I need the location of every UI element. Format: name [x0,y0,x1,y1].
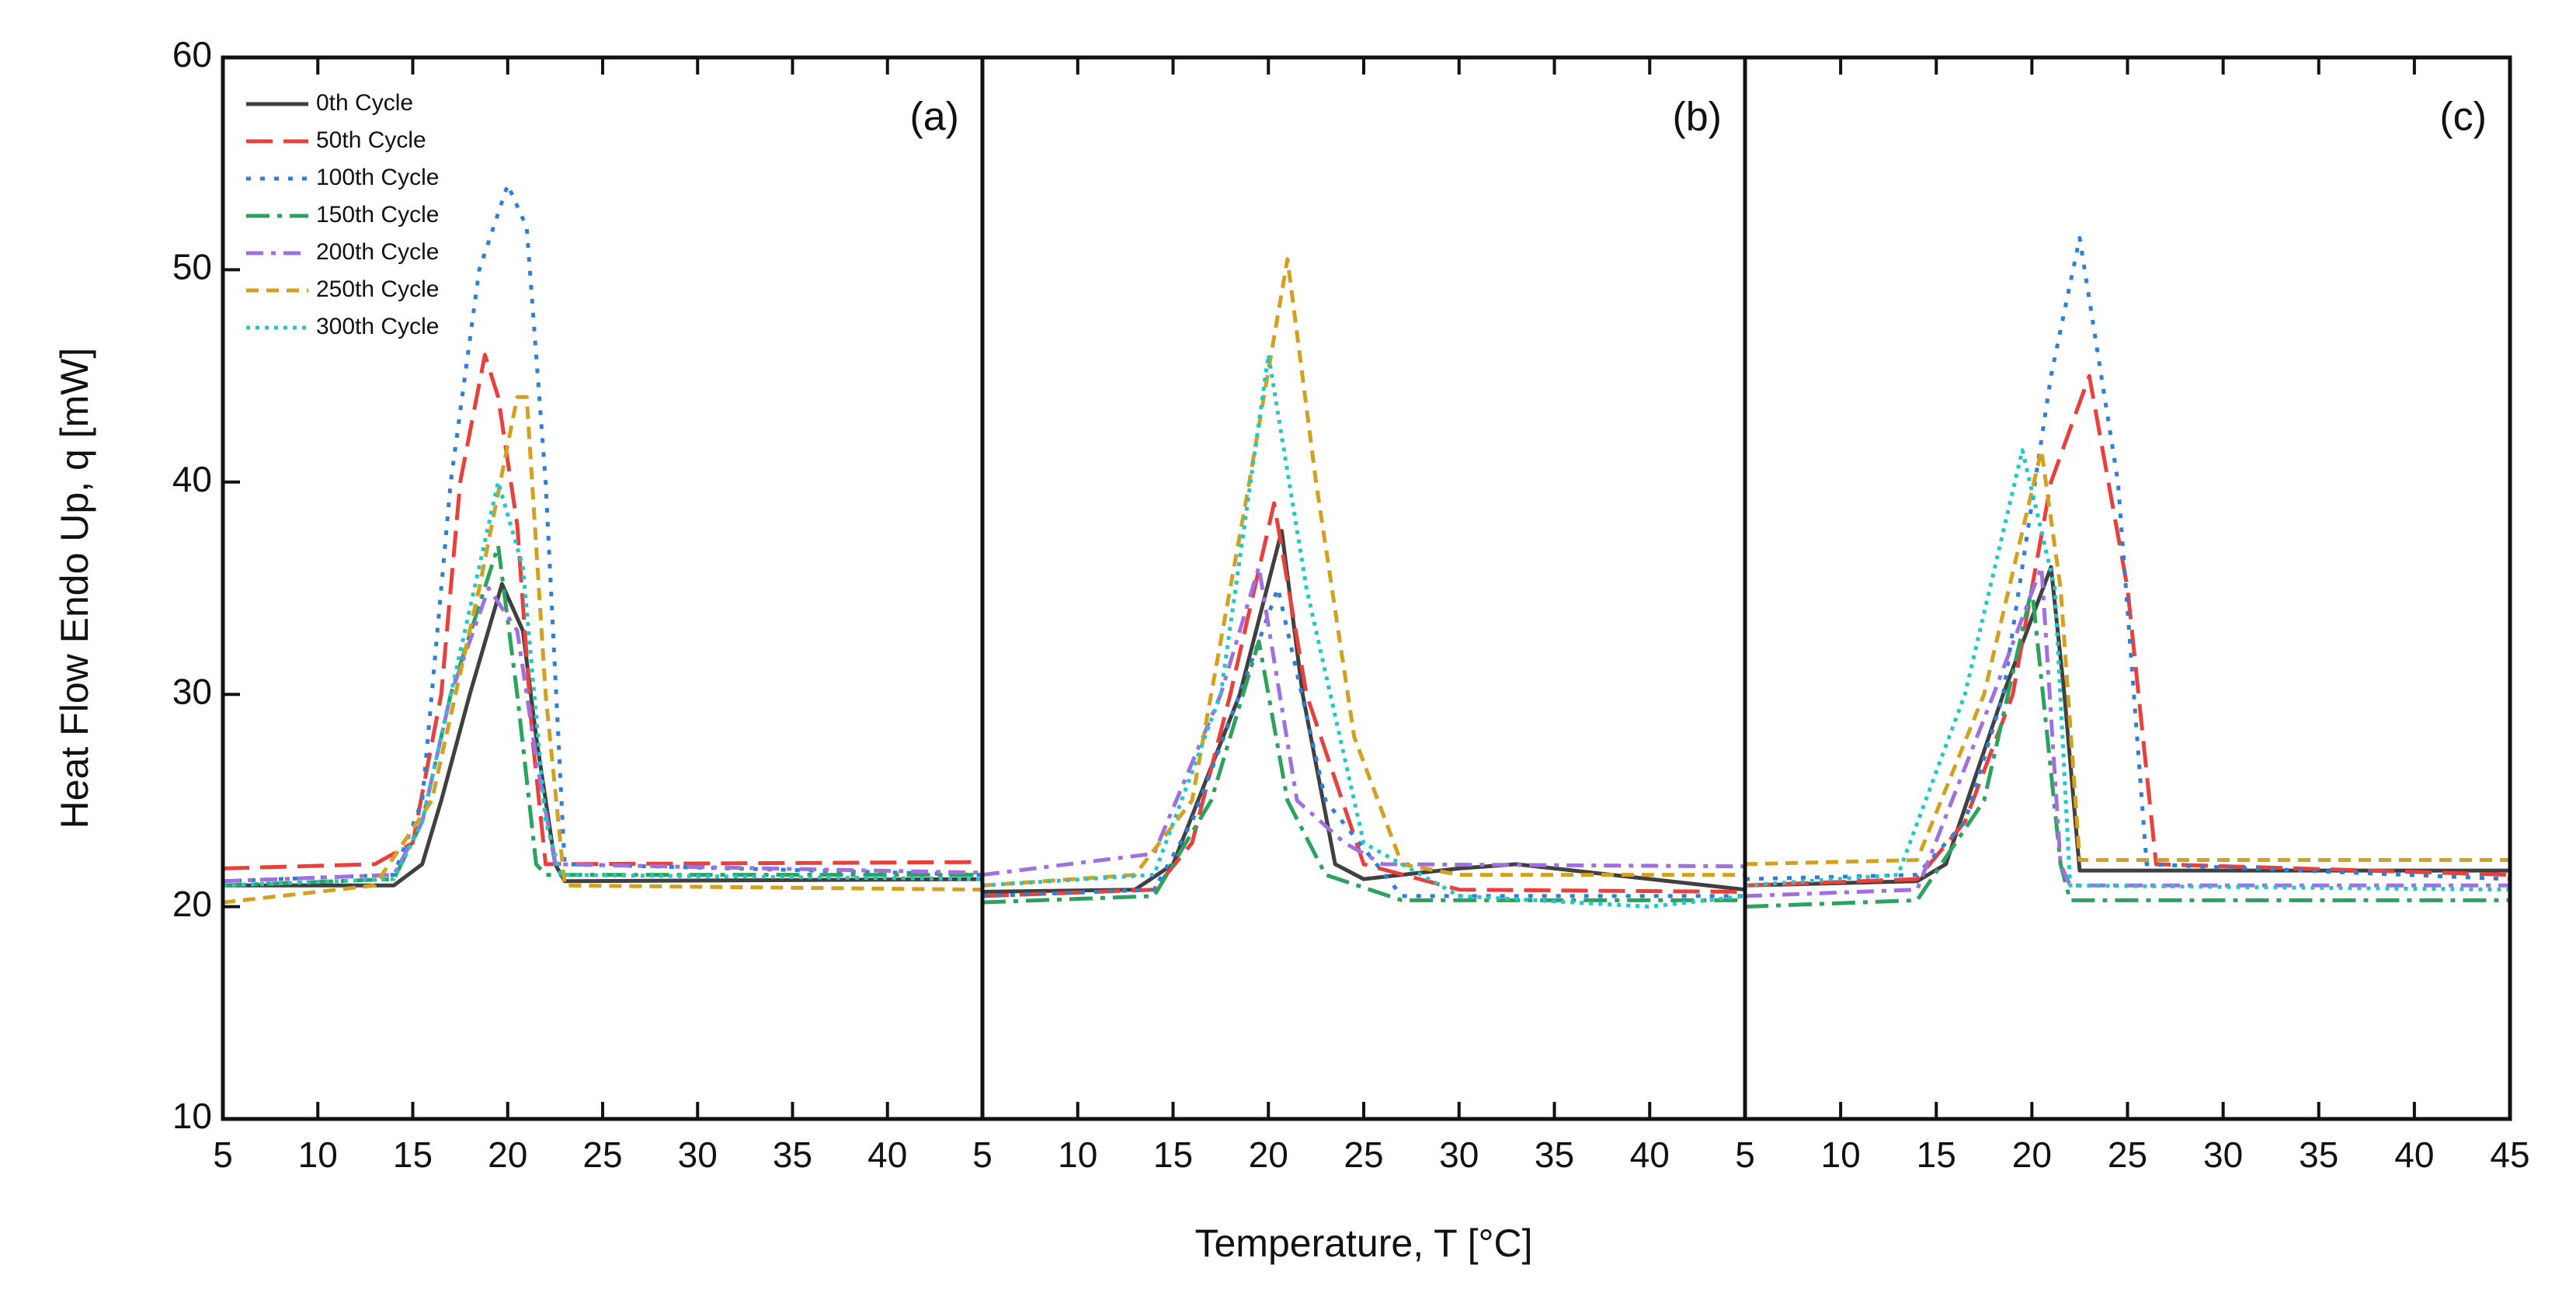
series-line [982,353,1746,909]
x-tick-label: 20 [1249,1134,1288,1175]
x-tick-label: 40 [2394,1134,2434,1175]
x-tick-label: 35 [1535,1134,1574,1175]
series-line [982,257,1745,888]
series-line [1744,448,2511,892]
x-tick-label: 10 [1058,1134,1097,1175]
series-line [982,639,1745,905]
series-line [223,582,983,888]
x-tick-label: 25 [1344,1134,1383,1175]
series-line [982,586,1745,898]
x-tick-label: 15 [393,1134,433,1175]
series-line [982,501,1746,898]
y-tick-label: 20 [172,884,212,924]
series-line [1744,235,2511,881]
y-tick-label: 50 [172,247,212,287]
legend-label: 300th Cycle [316,314,439,339]
x-tick-label: 40 [1630,1134,1670,1175]
legend-label: 250th Cycle [316,276,439,302]
legend-label: 150th Cycle [316,202,439,228]
y-tick-label: 30 [172,671,212,711]
series-line [222,394,983,905]
series-line [222,480,983,888]
x-tick-label: 45 [2490,1134,2529,1175]
panel-label: (c) [2439,95,2487,140]
x-tick-label: 30 [678,1134,718,1175]
y-tick-label: 10 [172,1096,212,1136]
x-tick-label: 5 [213,1134,233,1175]
x-tick-label: 10 [1821,1134,1861,1175]
series-line [982,565,1746,877]
x-tick-label: 30 [2203,1134,2243,1175]
series-line [222,353,983,870]
x-tick-label: 20 [2012,1134,2052,1175]
series-line [1744,448,2510,867]
x-tick-label: 15 [1153,1134,1193,1175]
legend-label: 200th Cycle [316,239,439,265]
plot-frame [980,55,1747,1121]
series-line [222,544,982,888]
x-tick-label: 40 [867,1134,907,1175]
legend-label: 50th Cycle [316,127,426,153]
x-tick-label: 25 [2108,1134,2147,1175]
x-tick-label: 20 [488,1134,527,1175]
y-axis-title: Heat Flow Endo Up, q [mW] [53,348,96,829]
panel-label: (b) [1672,95,1722,140]
series-line [1744,565,2510,898]
panel-label: (a) [909,95,959,140]
series-line [982,529,1746,894]
x-tick-label: 35 [2299,1134,2338,1175]
y-tick-label: 40 [172,459,212,499]
legend-label: 0th Cycle [316,90,413,116]
x-tick-label: 10 [298,1134,338,1175]
x-tick-label: 5 [1735,1134,1755,1175]
x-tick-label: 15 [1917,1134,1956,1175]
x-tick-label: 25 [582,1134,622,1175]
x-tick-label: 30 [1439,1134,1479,1175]
series-line [222,586,983,884]
x-axis-title: Temperature, T [°C] [1195,1221,1533,1265]
plot-frame [1743,55,2512,1121]
x-tick-label: 5 [972,1134,993,1175]
y-tick-label: 60 [172,34,212,75]
legend-label: 100th Cycle [316,165,439,190]
x-tick-label: 35 [773,1134,812,1175]
series-line [1744,374,2511,888]
